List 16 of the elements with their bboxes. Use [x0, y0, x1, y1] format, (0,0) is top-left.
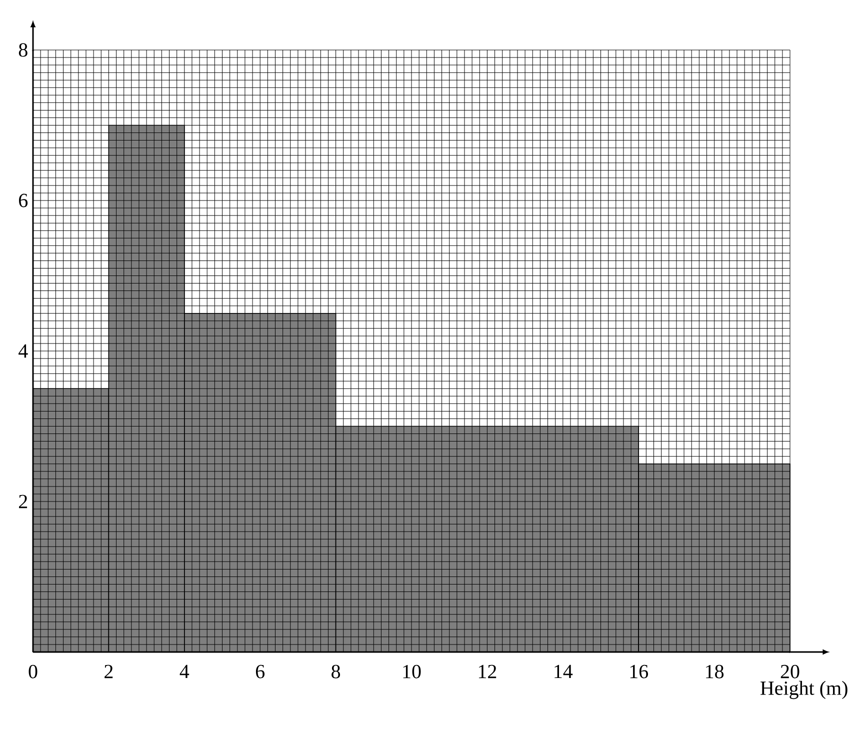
y-tick-label: 4 [18, 344, 28, 358]
x-tick-label: 18 [706, 664, 724, 678]
y-tick-label: 8 [18, 43, 28, 57]
x-tick-label: 0 [28, 664, 38, 678]
x-tick-label: 14 [554, 664, 573, 678]
x-tick-label: 20 [780, 664, 800, 678]
x-tick-label: 10 [403, 664, 421, 678]
y-tick-label: 2 [19, 494, 28, 508]
x-axis-title: Height (m) [760, 680, 848, 700]
x-tick-label: 4 [180, 664, 190, 678]
x-tick-label: 16 [630, 664, 648, 678]
x-tick-label: 8 [332, 664, 340, 678]
y-tick-label: 6 [19, 194, 28, 208]
x-tick-label: 12 [478, 664, 496, 678]
x-tick-label: 2 [104, 664, 113, 678]
x-tick-label: 6 [256, 664, 265, 678]
